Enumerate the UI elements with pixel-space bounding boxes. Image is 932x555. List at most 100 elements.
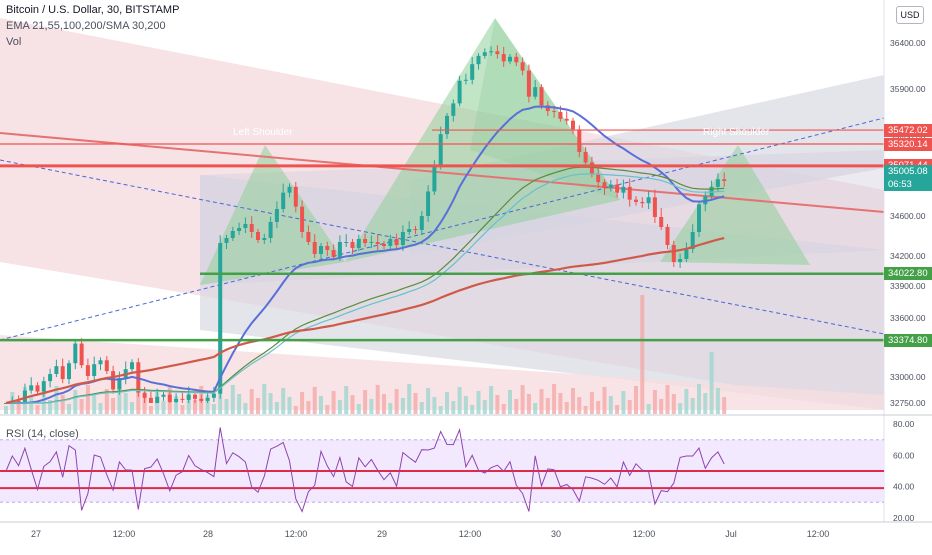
candle [476, 53, 481, 70]
candle [489, 46, 494, 56]
trend-lines [0, 117, 885, 341]
candle [205, 392, 210, 403]
volume-bar [300, 392, 305, 414]
volume-bar [400, 398, 405, 414]
candle-body [608, 184, 613, 188]
currency-button[interactable]: USD [896, 6, 924, 24]
volume-bar [262, 384, 267, 414]
volume-bar [174, 396, 179, 414]
candle [60, 358, 65, 384]
candle-body [413, 229, 418, 230]
price-tag: 35005.08 06:53 [884, 165, 932, 192]
candle [337, 235, 342, 261]
volume-bar [419, 402, 424, 414]
candle-body [73, 343, 78, 364]
candle-body [684, 249, 689, 259]
candle [451, 99, 456, 122]
candle-body [331, 250, 336, 257]
volume-bar [489, 386, 494, 414]
candle [375, 234, 380, 250]
volume-bar [432, 397, 437, 414]
candle-body [596, 173, 601, 183]
volume-bar [526, 394, 531, 414]
volume-bar [482, 400, 487, 414]
candle [564, 111, 569, 125]
candle [621, 179, 626, 199]
price-tick-label: 32750.00 [890, 398, 926, 408]
volume-bar [545, 398, 550, 414]
candle-body [470, 64, 475, 80]
rsi-legend[interactable]: RSI (14, close) [6, 428, 79, 440]
candle [199, 394, 204, 403]
candle [85, 358, 90, 381]
volume-bar [413, 393, 418, 414]
time-tick-label: 12:00 [807, 529, 830, 539]
chart-title: Bitcoin / U.S. Dollar, 30, BITSTAMP [6, 4, 180, 16]
volume-bar [306, 401, 311, 414]
candle-body [35, 385, 40, 392]
volume-bar [325, 405, 330, 414]
candle [344, 234, 349, 247]
candle-body [615, 184, 620, 193]
volume-bar [558, 393, 563, 414]
candle [73, 339, 78, 370]
candle-body [337, 242, 342, 257]
candle [67, 360, 71, 385]
ema-100-line [6, 173, 725, 404]
volume-bar [136, 388, 141, 414]
candle-body [646, 197, 651, 204]
candle-body [256, 232, 260, 240]
candle-body [432, 166, 437, 192]
blue-dashed-down [0, 159, 885, 335]
candle [79, 338, 84, 369]
candle [571, 117, 575, 135]
candle [237, 222, 242, 235]
volume-bar [388, 403, 393, 414]
candle-body [193, 394, 197, 399]
candle-body [180, 398, 185, 400]
volume-bar [583, 406, 588, 414]
candle-body [67, 363, 71, 380]
candle [520, 57, 525, 76]
indicator-legend[interactable]: EMA 21,55,100,200/SMA 30,200 [6, 20, 166, 32]
volume-bar [684, 389, 689, 414]
candle-body [148, 397, 153, 403]
volume-bar [211, 404, 216, 414]
candle [48, 368, 53, 388]
candle-body [634, 199, 638, 202]
candle-body [457, 80, 462, 104]
candle [545, 101, 550, 116]
candle [652, 189, 657, 223]
candle-body [577, 129, 582, 152]
time-tick-label: 12:00 [113, 529, 136, 539]
candle [400, 225, 405, 251]
volume-bar [375, 385, 380, 414]
candle-body [274, 209, 279, 222]
volume-bar [709, 352, 714, 414]
volume-bar [54, 386, 59, 414]
candle [671, 240, 676, 267]
left-shoulder-label: Left Shoulder [233, 127, 293, 138]
candle [640, 197, 645, 208]
volume-bar [4, 406, 8, 414]
volume-bar [243, 403, 248, 414]
candle-body [539, 87, 544, 106]
candle-body [230, 231, 235, 238]
candle-body [92, 364, 97, 377]
candle-body [495, 51, 500, 55]
candle-body [268, 222, 273, 238]
volume-legend[interactable]: Vol [6, 36, 22, 48]
candle-body [243, 224, 248, 228]
candle [470, 56, 475, 85]
candle-body [533, 87, 538, 97]
candle-body [621, 186, 626, 193]
volume-bar [495, 395, 500, 414]
volume-bar [533, 403, 538, 414]
time-axis[interactable]: 27 12:00 28 12:00 29 12:00 30 12:00 Jul 12:00 [31, 529, 829, 539]
volume-bar [130, 402, 134, 414]
candle-body [501, 54, 506, 62]
volume-bar [463, 396, 468, 414]
candle-body [48, 374, 53, 382]
